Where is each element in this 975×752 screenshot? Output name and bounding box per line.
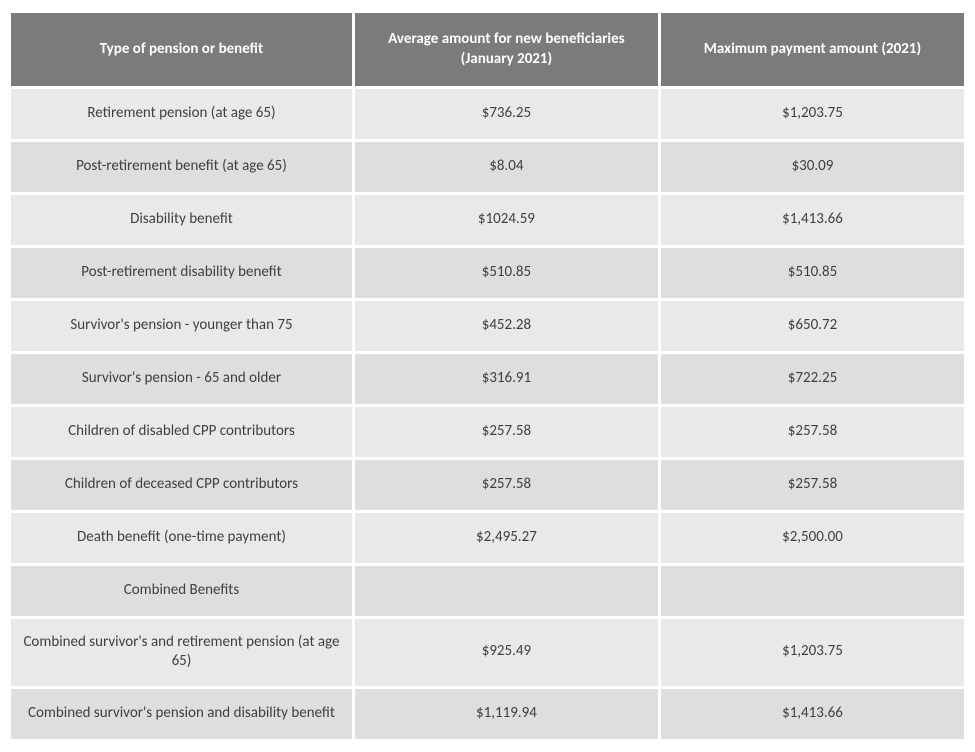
cell-type: Children of deceased CPP contributors xyxy=(11,460,352,510)
col-header-average: Average amount for new beneficiaries (Ja… xyxy=(355,13,658,86)
table-row: Post-retirement benefit (at age 65)$8.04… xyxy=(11,142,964,192)
table-row: Combined Benefits xyxy=(11,566,964,616)
cell-maximum: $30.09 xyxy=(661,142,964,192)
table-row: Retirement pension (at age 65)$736.25$1,… xyxy=(11,89,964,139)
cell-average: $257.58 xyxy=(355,407,658,457)
cell-average xyxy=(355,566,658,616)
table-row: Children of deceased CPP contributors$25… xyxy=(11,460,964,510)
table-row: Post-retirement disability benefit$510.8… xyxy=(11,248,964,298)
table-header: Type of pension or benefit Average amoun… xyxy=(11,13,964,86)
cell-maximum: $1,413.66 xyxy=(661,689,964,739)
cell-average: $452.28 xyxy=(355,301,658,351)
cell-type: Retirement pension (at age 65) xyxy=(11,89,352,139)
cell-type: Survivor's pension - younger than 75 xyxy=(11,301,352,351)
cell-average: $736.25 xyxy=(355,89,658,139)
cell-maximum: $2,500.00 xyxy=(661,513,964,563)
cell-average: $8.04 xyxy=(355,142,658,192)
table-row: Survivor's pension - 65 and older$316.91… xyxy=(11,354,964,404)
cell-type: Survivor's pension - 65 and older xyxy=(11,354,352,404)
col-header-type: Type of pension or benefit xyxy=(11,13,352,86)
cell-maximum: $257.58 xyxy=(661,407,964,457)
cell-type: Children of disabled CPP contributors xyxy=(11,407,352,457)
cell-type: Post-retirement benefit (at age 65) xyxy=(11,142,352,192)
cell-maximum: $1,203.75 xyxy=(661,619,964,686)
cell-average: $1,119.94 xyxy=(355,689,658,739)
cell-average: $257.58 xyxy=(355,460,658,510)
cell-type: Disability benefit xyxy=(11,195,352,245)
cell-type: Combined survivor's and retirement pensi… xyxy=(11,619,352,686)
cell-maximum: $510.85 xyxy=(661,248,964,298)
cell-maximum: $1,203.75 xyxy=(661,89,964,139)
cell-average: $1024.59 xyxy=(355,195,658,245)
table-body: Retirement pension (at age 65)$736.25$1,… xyxy=(11,89,964,739)
cell-average: $316.91 xyxy=(355,354,658,404)
cell-type: Combined Benefits xyxy=(11,566,352,616)
cell-type: Death benefit (one-time payment) xyxy=(11,513,352,563)
cell-type: Post-retirement disability benefit xyxy=(11,248,352,298)
cell-maximum: $722.25 xyxy=(661,354,964,404)
col-header-maximum: Maximum payment amount (2021) xyxy=(661,13,964,86)
table-row: Children of disabled CPP contributors$25… xyxy=(11,407,964,457)
table-header-row: Type of pension or benefit Average amoun… xyxy=(11,13,964,86)
table-row: Death benefit (one-time payment)$2,495.2… xyxy=(11,513,964,563)
cell-maximum: $650.72 xyxy=(661,301,964,351)
cell-maximum xyxy=(661,566,964,616)
cell-average: $2,495.27 xyxy=(355,513,658,563)
benefits-table: Type of pension or benefit Average amoun… xyxy=(8,10,967,742)
table-row: Survivor's pension - younger than 75$452… xyxy=(11,301,964,351)
table-container: Type of pension or benefit Average amoun… xyxy=(0,0,975,752)
cell-type: Combined survivor's pension and disabili… xyxy=(11,689,352,739)
cell-average: $510.85 xyxy=(355,248,658,298)
cell-maximum: $257.58 xyxy=(661,460,964,510)
table-row: Combined survivor's and retirement pensi… xyxy=(11,619,964,686)
table-row: Disability benefit$1024.59$1,413.66 xyxy=(11,195,964,245)
cell-maximum: $1,413.66 xyxy=(661,195,964,245)
table-row: Combined survivor's pension and disabili… xyxy=(11,689,964,739)
cell-average: $925.49 xyxy=(355,619,658,686)
